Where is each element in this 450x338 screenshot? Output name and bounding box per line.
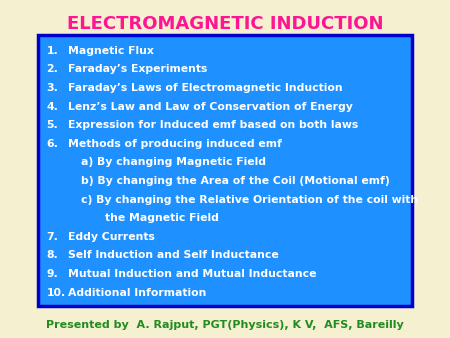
Text: ELECTROMAGNETIC INDUCTION: ELECTROMAGNETIC INDUCTION <box>67 15 383 33</box>
Text: Additional Information: Additional Information <box>68 288 206 297</box>
Text: Expression for Induced emf based on both laws: Expression for Induced emf based on both… <box>68 120 358 130</box>
Text: 8.: 8. <box>46 250 58 260</box>
Text: 5.: 5. <box>46 120 58 130</box>
Text: 4.: 4. <box>46 102 58 112</box>
Text: 9.: 9. <box>46 269 58 279</box>
Text: 10.: 10. <box>46 288 66 297</box>
Text: Presented by  A. Rajput, PGT(Physics), K V,  AFS, Bareilly: Presented by A. Rajput, PGT(Physics), K … <box>46 319 404 330</box>
Text: Magnetic Flux: Magnetic Flux <box>68 46 153 56</box>
Text: Self Induction and Self Inductance: Self Induction and Self Inductance <box>68 250 278 260</box>
Text: 3.: 3. <box>46 83 58 93</box>
Text: Faraday’s Experiments: Faraday’s Experiments <box>68 65 207 74</box>
Bar <box>38 35 412 306</box>
Text: Mutual Induction and Mutual Inductance: Mutual Induction and Mutual Inductance <box>68 269 316 279</box>
Text: 6.: 6. <box>46 139 58 149</box>
Text: Eddy Currents: Eddy Currents <box>68 232 154 242</box>
Text: Lenz’s Law and Law of Conservation of Energy: Lenz’s Law and Law of Conservation of En… <box>68 102 352 112</box>
Text: c) By changing the Relative Orientation of the coil with: c) By changing the Relative Orientation … <box>81 195 418 204</box>
Text: 1.: 1. <box>46 46 58 56</box>
Text: 2.: 2. <box>46 65 58 74</box>
Text: 7.: 7. <box>46 232 58 242</box>
Text: b) By changing the Area of the Coil (Motional emf): b) By changing the Area of the Coil (Mot… <box>81 176 390 186</box>
Text: Methods of producing induced emf: Methods of producing induced emf <box>68 139 281 149</box>
Text: Faraday’s Laws of Electromagnetic Induction: Faraday’s Laws of Electromagnetic Induct… <box>68 83 342 93</box>
Text: a) By changing Magnetic Field: a) By changing Magnetic Field <box>81 158 266 167</box>
Text: the Magnetic Field: the Magnetic Field <box>90 213 219 223</box>
